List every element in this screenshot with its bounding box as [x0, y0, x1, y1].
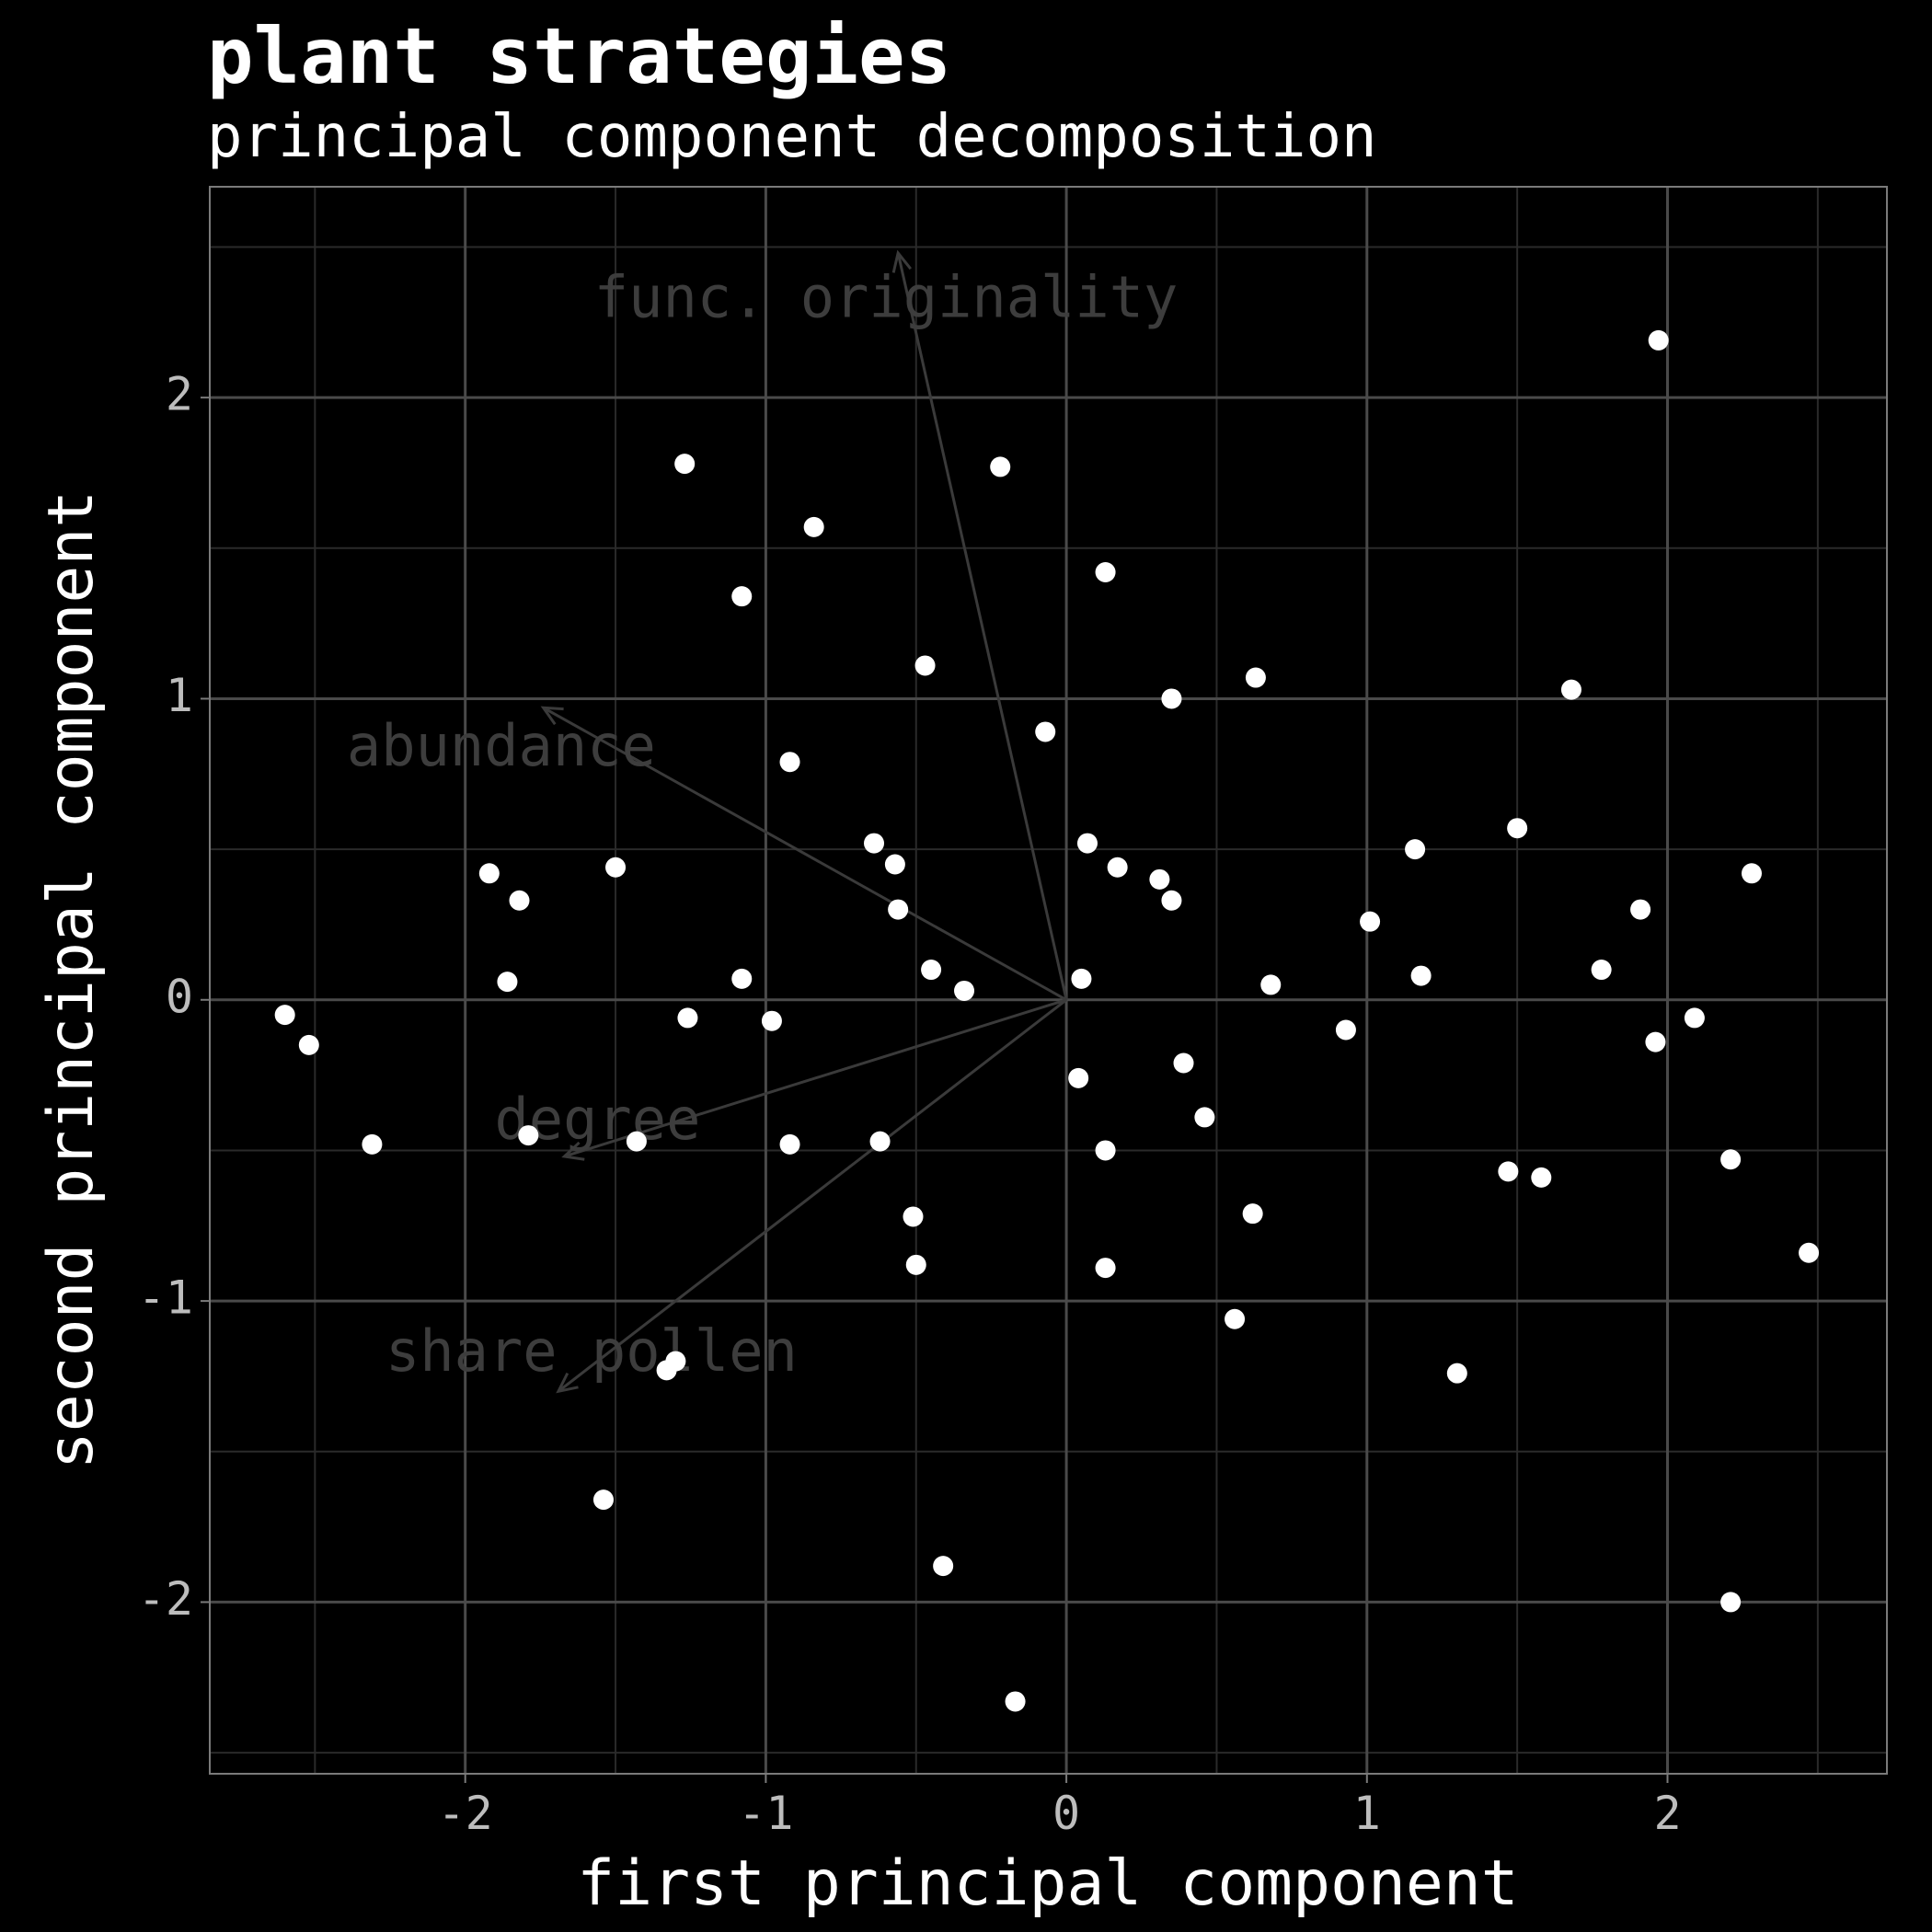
y-tick-label: 0: [166, 970, 193, 1023]
data-point: [779, 1133, 800, 1155]
data-point: [731, 968, 753, 989]
data-point: [518, 1125, 539, 1146]
data-point: [888, 899, 909, 920]
data-point: [1630, 899, 1651, 920]
data-point: [864, 833, 885, 854]
data-point: [298, 1034, 319, 1055]
data-point: [921, 960, 942, 981]
loading-arrowhead: [891, 249, 913, 273]
data-point: [1507, 818, 1528, 839]
loading-arrowhead: [556, 1372, 579, 1394]
data-point: [1684, 1007, 1705, 1029]
data-point: [990, 456, 1011, 477]
data-point: [779, 752, 800, 773]
x-tick-label: -2: [438, 1787, 493, 1840]
data-point: [954, 980, 975, 1001]
data-point: [1720, 1149, 1742, 1170]
x-axis-title: first principal component: [577, 1847, 1519, 1920]
data-point: [1076, 833, 1098, 854]
data-point: [1173, 1052, 1194, 1074]
y-tick-label: 2: [166, 368, 193, 421]
data-point: [905, 1254, 926, 1275]
data-point: [1360, 911, 1381, 932]
data-point: [1107, 857, 1128, 878]
plot-panel: [209, 186, 1888, 1775]
data-point: [884, 854, 905, 875]
y-tick-label: 1: [166, 669, 193, 722]
data-point: [914, 655, 936, 676]
data-point: [1335, 1019, 1356, 1041]
loading-arrow: [564, 998, 1067, 1158]
data-points: [274, 329, 1820, 1712]
data-point: [1161, 890, 1182, 911]
data-point: [1531, 1167, 1552, 1188]
loading-arrow: [558, 998, 1068, 1393]
data-point: [1405, 839, 1426, 860]
data-point: [1161, 688, 1182, 709]
y-tick-label: -2: [138, 1572, 193, 1626]
x-tick-label: 2: [1653, 1787, 1681, 1840]
chart-title: plant strategies: [207, 11, 951, 101]
data-point: [1005, 1691, 1026, 1712]
x-tick-label: -1: [738, 1787, 793, 1840]
chart-subtitle: principal component decomposition: [207, 103, 1377, 171]
data-point: [1245, 667, 1266, 688]
data-point: [626, 1131, 647, 1152]
data-point: [1035, 721, 1056, 742]
loading-arrow: [542, 706, 1067, 1002]
data-point: [1095, 1258, 1116, 1279]
data-point: [362, 1133, 383, 1155]
loading-label: share pollen: [385, 1317, 798, 1385]
x-axis-ticks: -2 -1 0 1 2: [438, 1774, 1682, 1840]
data-point: [665, 1351, 686, 1372]
loading-arrow: [896, 252, 1068, 1001]
y-axis-ticks: -2 -1 0 1 2: [138, 368, 210, 1626]
data-point: [803, 516, 824, 537]
x-tick-label: 1: [1353, 1787, 1381, 1840]
data-point: [1720, 1592, 1742, 1613]
data-point: [1741, 863, 1762, 884]
data-point: [1149, 868, 1170, 890]
data-point: [1560, 679, 1581, 700]
data-point: [1498, 1161, 1519, 1182]
data-point: [677, 1007, 698, 1029]
data-point: [869, 1131, 891, 1152]
data-point: [1446, 1363, 1467, 1384]
grid: [210, 187, 1887, 1774]
loading-label: abundance: [347, 712, 656, 779]
data-point: [1225, 1308, 1246, 1329]
data-point: [509, 890, 530, 911]
data-point: [1095, 561, 1116, 582]
data-point: [1194, 1107, 1215, 1128]
data-point: [933, 1556, 954, 1577]
data-point: [605, 857, 627, 878]
loading-label: func. originality: [594, 263, 1179, 330]
data-point: [478, 863, 500, 884]
loading-arrowhead: [540, 706, 564, 726]
data-point: [497, 972, 518, 993]
loading-arrowhead: [561, 1141, 585, 1161]
y-axis-title: second principal component: [35, 490, 108, 1469]
data-point: [761, 1010, 782, 1031]
x-tick-label: 0: [1052, 1787, 1080, 1840]
data-point: [1260, 974, 1282, 995]
data-point: [1648, 329, 1669, 351]
data-point: [1095, 1140, 1116, 1161]
data-point: [1068, 1067, 1089, 1088]
data-point: [1591, 960, 1612, 981]
data-point: [1645, 1031, 1666, 1052]
data-point: [1071, 968, 1092, 989]
data-point: [674, 454, 696, 475]
data-point: [592, 1489, 614, 1511]
data-point: [731, 586, 753, 607]
data-point: [1242, 1203, 1263, 1225]
data-point: [1799, 1242, 1820, 1263]
data-point: [903, 1206, 924, 1227]
y-tick-label: -1: [138, 1271, 193, 1325]
data-point: [1410, 965, 1432, 986]
data-point: [274, 1005, 295, 1026]
